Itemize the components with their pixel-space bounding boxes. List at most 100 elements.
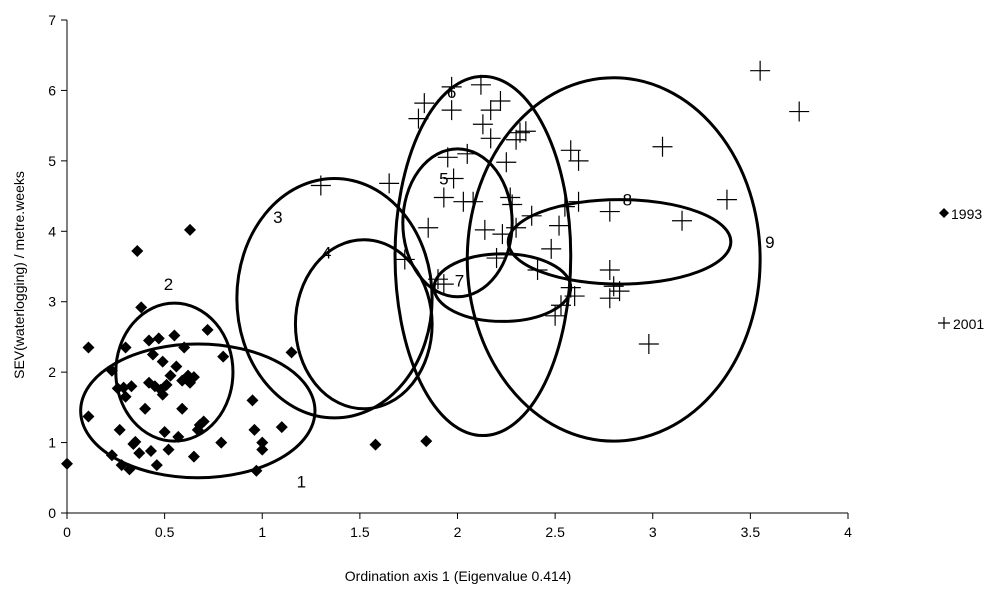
ellipse-1 — [79, 342, 317, 480]
point-2001 — [568, 191, 589, 212]
point-1993 — [172, 430, 185, 443]
ellipse-3 — [235, 176, 434, 420]
point-2001 — [490, 90, 511, 111]
point-1993 — [256, 436, 269, 449]
point-1993 — [82, 341, 95, 354]
point-2001 — [496, 152, 517, 173]
point-2001 — [750, 60, 771, 81]
point-2001 — [560, 277, 581, 298]
point-1993 — [215, 436, 228, 449]
x-tick-label: 1 — [258, 524, 266, 540]
point-1993 — [150, 459, 163, 472]
point-2001 — [509, 122, 530, 143]
point-1993 — [178, 341, 191, 354]
ellipse-4 — [293, 238, 434, 411]
point-2001 — [652, 136, 673, 157]
x-tick-label: 2 — [454, 524, 462, 540]
point-2001 — [789, 101, 810, 122]
point-1993 — [123, 463, 136, 476]
point-2001 — [379, 173, 400, 194]
ellipse-label-6: 6 — [447, 83, 456, 102]
point-1993 — [135, 301, 148, 314]
point-1993 — [144, 445, 157, 458]
point-1993 — [369, 438, 382, 451]
axes-layer — [61, 19, 849, 519]
y-tick-label: 3 — [48, 294, 56, 310]
point-2001 — [502, 194, 523, 215]
x-tick-label: 1.5 — [350, 524, 370, 540]
point-2001 — [463, 191, 484, 212]
point-2001 — [433, 274, 454, 295]
point-1993 — [256, 443, 269, 456]
y-tick-label: 7 — [48, 12, 56, 28]
ellipse-5 — [401, 147, 514, 299]
point-1993 — [158, 426, 171, 439]
point-1993 — [156, 355, 169, 368]
point-2001 — [408, 108, 429, 129]
point-2001 — [443, 168, 464, 189]
x-tick-label: 3 — [649, 524, 657, 540]
point-1993 — [115, 459, 128, 472]
x-tick-label: 0 — [63, 524, 71, 540]
legend-marker-1993 — [939, 208, 949, 218]
point-1993 — [125, 380, 138, 393]
point-2001 — [560, 140, 581, 161]
point-1993 — [117, 381, 130, 394]
ellipse-label-4: 4 — [322, 243, 331, 262]
tick-labels-layer: 0 0.5 1 1.5 2 2.5 3 3.5 4 0 1 2 3 4 5 6 7 — [48, 12, 852, 540]
point-2001 — [527, 260, 548, 281]
point-1993 — [170, 360, 183, 373]
x-tick-label: 3.5 — [741, 524, 761, 540]
point-2001 — [716, 189, 737, 210]
point-1993 — [129, 435, 142, 448]
point-2001 — [672, 210, 693, 231]
point-2001 — [554, 196, 575, 217]
point-2001 — [599, 201, 620, 222]
y-tick-label: 4 — [48, 223, 56, 239]
point-1993 — [168, 329, 181, 342]
point-1993 — [152, 332, 165, 345]
x-tick-label: 2.5 — [545, 524, 565, 540]
point-2001 — [638, 333, 659, 354]
point-1993 — [176, 402, 189, 415]
point-2001 — [441, 76, 462, 97]
point-2001 — [541, 238, 562, 259]
point-1993 — [217, 350, 230, 363]
point-1993 — [201, 323, 214, 336]
point-1993 — [275, 421, 288, 434]
y-tick-label: 5 — [48, 153, 56, 169]
point-2001 — [472, 114, 493, 135]
point-2001 — [609, 281, 630, 302]
point-1993 — [187, 371, 200, 384]
ellipse-label-2: 2 — [164, 275, 173, 294]
point-2001 — [470, 74, 491, 95]
point-1993 — [119, 341, 132, 354]
ellipse-6 — [393, 74, 573, 438]
y-tick-label: 2 — [48, 364, 56, 380]
legend: 1993 2001 — [938, 206, 984, 332]
point-2001 — [310, 175, 331, 196]
point-2001 — [486, 248, 507, 269]
x-axis-title: Ordination axis 1 (Eigenvalue 0.414) — [345, 568, 571, 584]
point-1993 — [82, 410, 95, 423]
ellipse-label-7: 7 — [455, 272, 464, 291]
point-1993 — [133, 447, 146, 460]
point-2001 — [441, 100, 462, 121]
point-1993 — [248, 423, 261, 436]
point-2001 — [564, 286, 585, 307]
point-1993 — [105, 449, 118, 462]
ellipse-9 — [465, 76, 762, 443]
points-layer — [61, 60, 810, 477]
point-2001 — [515, 121, 536, 142]
x-tick-label: 0.5 — [155, 524, 175, 540]
point-1993 — [131, 245, 144, 258]
point-1993 — [139, 402, 152, 415]
point-2001 — [506, 217, 527, 238]
point-2001 — [521, 205, 542, 226]
point-1993 — [197, 415, 210, 428]
ellipse-labels-layer: 1 2 3 4 5 6 7 8 9 — [164, 83, 775, 491]
y-tick-label: 0 — [48, 505, 56, 521]
point-2001 — [550, 295, 571, 316]
